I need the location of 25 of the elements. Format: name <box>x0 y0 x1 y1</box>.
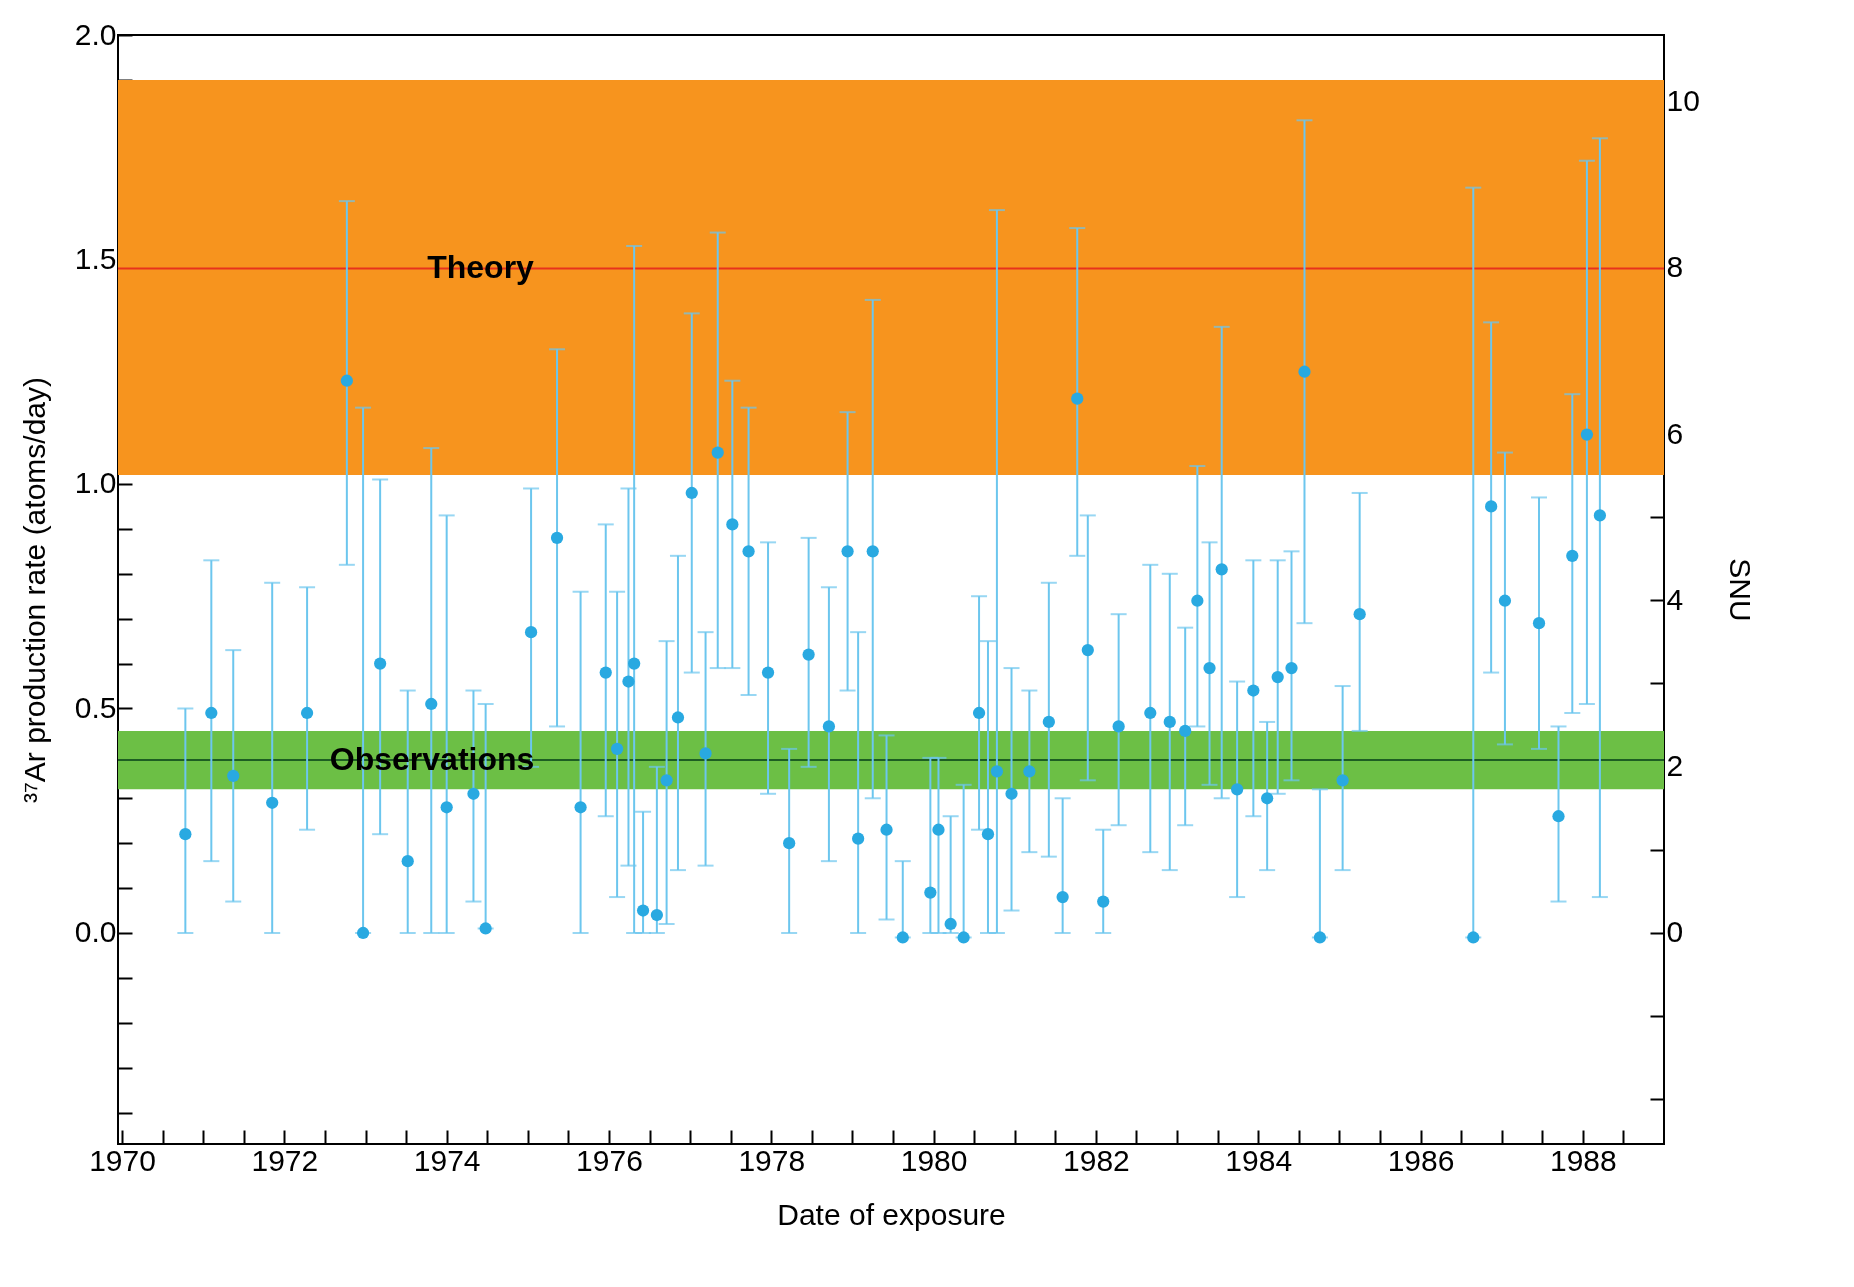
y-tick-label: 1.0 <box>74 466 117 500</box>
y-tick-label: 2.0 <box>74 17 117 51</box>
y2-tick-label: 10 <box>1666 84 1700 118</box>
y-tick-label: 1.5 <box>74 241 117 275</box>
y-tick-label: 0.0 <box>74 915 117 949</box>
y-axis-title: ³⁷Ar production rate (atoms/day) <box>17 376 51 804</box>
y2-axis-title: SNU <box>1723 558 1757 622</box>
y2-tick-label: 8 <box>1666 250 1684 284</box>
y2-tick-label: 4 <box>1666 582 1684 616</box>
x-tick-label: 1974 <box>413 1143 481 1177</box>
x-tick-label: 1978 <box>738 1143 806 1177</box>
x-tick-label: 1986 <box>1387 1143 1455 1177</box>
x-tick-label: 1984 <box>1225 1143 1293 1177</box>
y2-tick-label: 0 <box>1666 915 1684 949</box>
x-tick-label: 1970 <box>89 1143 156 1177</box>
x-tick-label: 1980 <box>900 1143 968 1177</box>
ref-line-label: Theory <box>427 249 535 286</box>
y-tick-label: 0.5 <box>74 690 117 724</box>
y2-tick-label: 6 <box>1666 416 1684 450</box>
x-tick-label: 1982 <box>1063 1143 1130 1177</box>
x-tick-label: 1988 <box>1549 1143 1617 1177</box>
x-tick-label: 1972 <box>251 1143 319 1177</box>
y2-tick-label: 2 <box>1666 749 1684 783</box>
x-tick-label: 1976 <box>576 1143 643 1177</box>
x-axis-title: Date of exposure <box>777 1197 1006 1231</box>
